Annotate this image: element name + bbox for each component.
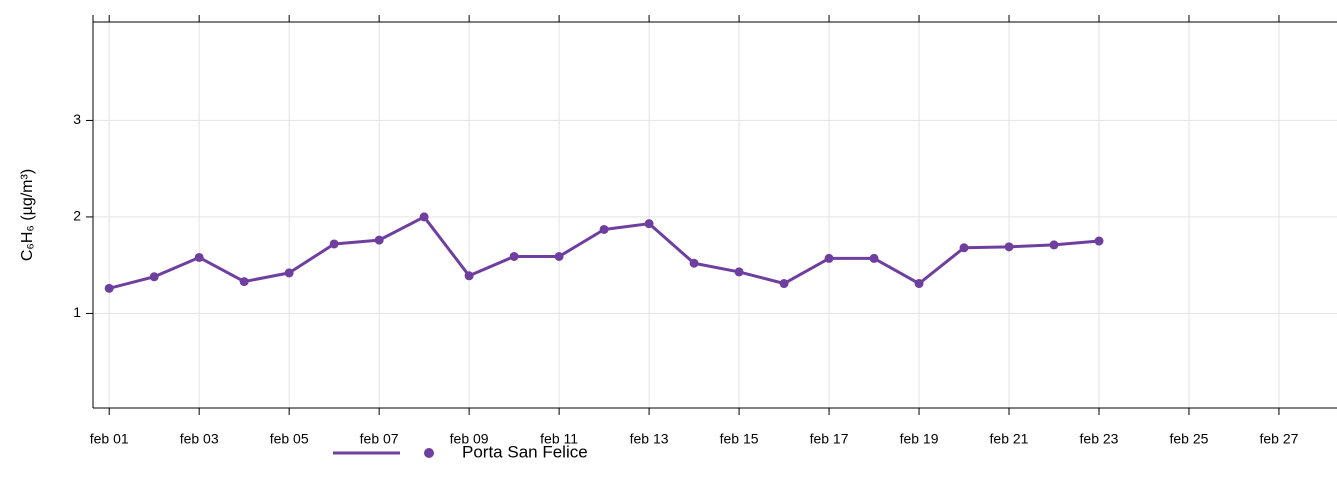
data-point (284, 268, 294, 278)
data-point (104, 283, 114, 293)
y-tick-label: 1 (73, 304, 81, 320)
x-tick-label: feb 01 (90, 431, 129, 447)
legend-label: Porta San Felice (462, 442, 588, 461)
x-tick-label: feb 11 (540, 431, 578, 447)
x-tick-label: feb 27 (1259, 431, 1298, 447)
y-tick-label: 2 (73, 208, 81, 224)
x-tick-label: feb 17 (810, 431, 849, 447)
data-point (644, 219, 654, 229)
data-point (1004, 242, 1014, 252)
x-tick-label: feb 19 (900, 431, 939, 447)
y-tick-label: 3 (73, 111, 81, 127)
data-point (869, 253, 879, 263)
data-point (1049, 240, 1059, 250)
data-point (194, 252, 204, 262)
x-tick-label: feb 09 (450, 431, 489, 447)
data-point (824, 253, 834, 263)
data-point (779, 279, 789, 289)
data-point (959, 243, 969, 253)
x-tick-label: feb 21 (990, 431, 1029, 447)
data-point (464, 271, 474, 281)
x-tick-label: feb 13 (630, 431, 669, 447)
data-point (149, 272, 159, 282)
data-point (419, 212, 429, 222)
data-point (734, 267, 744, 277)
data-point (509, 251, 519, 261)
y-axis-label: C₆H₆ (µg/m³) (19, 169, 36, 261)
x-tick-label: feb 03 (180, 431, 219, 447)
x-tick-label: feb 23 (1080, 431, 1119, 447)
data-point (689, 258, 699, 268)
data-point (914, 279, 924, 289)
data-point (599, 224, 609, 234)
x-tick-label: feb 15 (720, 431, 759, 447)
data-point (329, 239, 339, 249)
x-tick-label: feb 25 (1170, 431, 1209, 447)
data-point (554, 251, 564, 261)
data-point (374, 235, 384, 245)
data-point (239, 277, 249, 287)
x-tick-label: feb 05 (270, 431, 309, 447)
data-point (1094, 236, 1104, 246)
x-tick-label: feb 07 (360, 431, 399, 447)
legend-marker (424, 448, 434, 458)
